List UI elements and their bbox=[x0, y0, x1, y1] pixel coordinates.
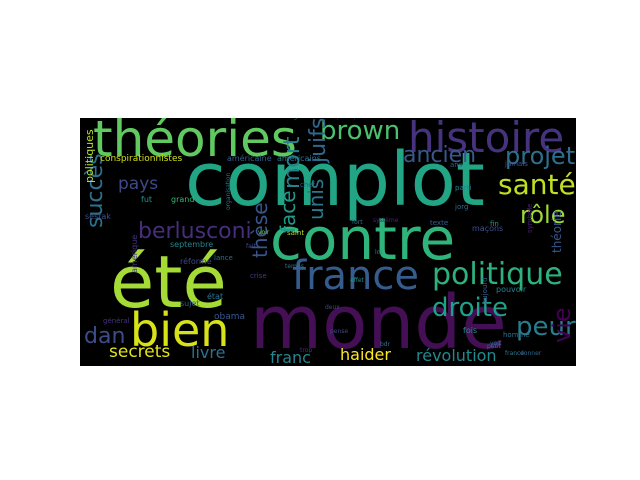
word: petit bbox=[487, 343, 501, 350]
word: texte bbox=[430, 219, 449, 227]
word: saint bbox=[287, 229, 305, 237]
word: amérique bbox=[130, 234, 139, 273]
word: obama bbox=[214, 312, 246, 322]
word: parti bbox=[455, 184, 472, 192]
word: fort bbox=[352, 219, 363, 226]
word: symbole bbox=[526, 203, 534, 233]
word: effet bbox=[350, 277, 364, 284]
word: bdr bbox=[380, 341, 391, 348]
word: trop bbox=[300, 347, 313, 354]
word: révolution bbox=[416, 346, 497, 365]
wordcloud: complot monde été contre théories histoi… bbox=[80, 118, 576, 366]
word: réforme bbox=[180, 257, 212, 266]
word: lance bbox=[214, 254, 233, 262]
word: ans bbox=[450, 161, 463, 169]
word: fois bbox=[463, 326, 478, 335]
word: bien bbox=[130, 303, 230, 357]
word: américaine bbox=[227, 154, 272, 163]
word: politiques bbox=[83, 129, 96, 183]
word: face bbox=[276, 190, 300, 233]
word: sestak bbox=[85, 212, 111, 221]
word: début bbox=[217, 118, 234, 120]
word: chef bbox=[300, 181, 316, 189]
word: droite bbox=[432, 293, 508, 323]
word: pouvoir bbox=[496, 285, 527, 294]
word: pays bbox=[118, 174, 159, 194]
word: rôle bbox=[520, 201, 566, 229]
word: grand bbox=[171, 195, 195, 204]
word: brown bbox=[320, 118, 401, 146]
word: loi bbox=[375, 249, 383, 256]
word: théorie bbox=[550, 210, 564, 253]
word: franc bbox=[270, 348, 311, 366]
word: france bbox=[505, 350, 525, 357]
word: temps bbox=[285, 263, 304, 270]
word: sujet bbox=[180, 299, 200, 308]
word: été bbox=[110, 240, 227, 324]
word: système bbox=[373, 217, 399, 224]
word: jamais bbox=[505, 160, 528, 168]
word: voit bbox=[490, 340, 502, 347]
word: santé bbox=[498, 168, 576, 201]
word: livre bbox=[191, 343, 226, 362]
word: haider bbox=[340, 345, 391, 364]
word: deux bbox=[325, 304, 340, 311]
word: projet bbox=[505, 142, 576, 170]
word: contre bbox=[270, 205, 456, 273]
word: jorg bbox=[455, 203, 469, 211]
word: maçonnique bbox=[326, 118, 363, 120]
word: monde bbox=[250, 280, 507, 366]
word: général bbox=[103, 317, 130, 325]
word: septembre bbox=[170, 240, 214, 249]
word: vatican bbox=[113, 118, 135, 120]
word: peur bbox=[516, 312, 576, 342]
word: aujourd bbox=[481, 277, 489, 304]
word: france bbox=[292, 253, 419, 299]
word: homme bbox=[503, 331, 530, 339]
word: histoire bbox=[408, 118, 565, 162]
word: américains bbox=[277, 154, 321, 163]
word: pense bbox=[330, 328, 349, 335]
word: ancien bbox=[403, 143, 477, 168]
word: chaugrade bbox=[279, 118, 311, 120]
word: secrets bbox=[109, 342, 171, 362]
word: état bbox=[207, 292, 224, 301]
word: conspirationnistes bbox=[100, 154, 183, 164]
word: crise bbox=[250, 272, 267, 280]
word: berlusconi bbox=[138, 219, 252, 244]
word: politique bbox=[432, 257, 563, 292]
word: dan bbox=[84, 324, 126, 349]
word: théories bbox=[93, 118, 297, 168]
word: fin bbox=[490, 220, 499, 228]
word: fut bbox=[141, 195, 153, 204]
word: donner bbox=[520, 350, 542, 357]
word: voir bbox=[258, 229, 270, 236]
word: organisation bbox=[225, 172, 232, 210]
word: fait bbox=[246, 243, 256, 250]
word: vie bbox=[548, 307, 576, 343]
word: maçons bbox=[472, 224, 504, 233]
word: complot bbox=[185, 137, 485, 223]
